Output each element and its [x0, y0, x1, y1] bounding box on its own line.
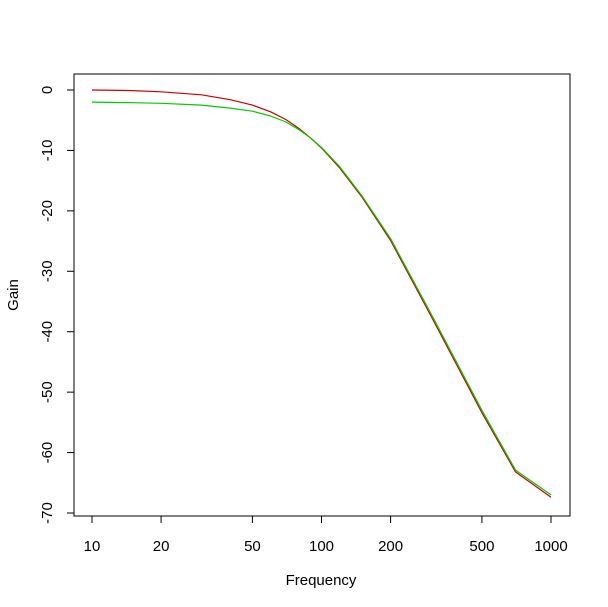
y-tick-label: -50 — [39, 381, 56, 403]
plot-frame — [73, 73, 571, 517]
y-tick-label: -60 — [39, 442, 56, 464]
series-line-1 — [91, 89, 552, 498]
series-line-2 — [91, 101, 552, 496]
x-tick-label: 20 — [153, 538, 170, 555]
y-axis: 0 -10 -20 -30 -40 -50 -60 -70 — [39, 86, 75, 524]
x-tick-label: 1000 — [534, 538, 567, 555]
x-tick-label: 200 — [378, 538, 403, 555]
x-tick-label: 500 — [469, 538, 494, 555]
series-lines — [91, 89, 552, 498]
x-tick-label: 100 — [309, 538, 334, 555]
x-tick-label: 50 — [244, 538, 261, 555]
y-tick-label: -20 — [39, 200, 56, 222]
x-tick-label: 10 — [84, 538, 101, 555]
y-tick-label: -70 — [39, 502, 56, 524]
y-tick-label: -30 — [39, 260, 56, 282]
y-tick-label: -10 — [39, 140, 56, 162]
y-tick-label: 0 — [39, 86, 56, 94]
y-tick-label: -40 — [39, 321, 56, 343]
x-axis: 10 20 50 100 200 500 1000 — [84, 515, 568, 555]
y-axis-label: Gain — [5, 279, 22, 311]
x-axis-label: Frequency — [286, 572, 357, 589]
